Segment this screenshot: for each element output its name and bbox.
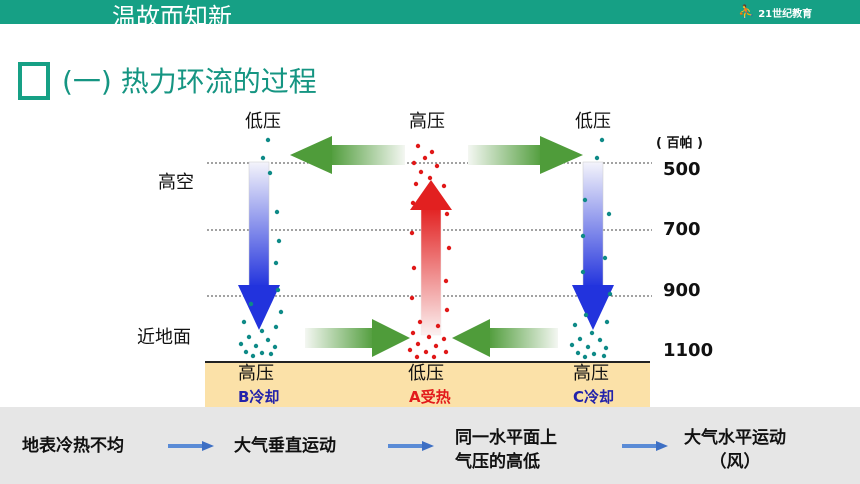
section-marker-icon xyxy=(18,62,50,100)
header-title: 温故而知新 xyxy=(112,3,232,24)
sublabel-a-heating: A受热 xyxy=(409,388,451,406)
flow-step-3: 同一水平面上 气压的高低 xyxy=(455,428,557,472)
top-label-center: 高压 xyxy=(409,111,445,132)
ground-label-left: 高压 xyxy=(238,363,274,384)
sinking-arrow-left xyxy=(238,161,280,330)
flow-step-4: 大气水平运动 （风） xyxy=(684,428,786,472)
unit-label: ( 百帕 ) xyxy=(656,136,703,151)
ground-label-center: 低压 xyxy=(408,363,444,384)
dots-right xyxy=(569,137,613,360)
dots-center xyxy=(407,143,452,360)
top-label-left: 低压 xyxy=(245,111,281,132)
flow-arrow-icon xyxy=(388,441,434,451)
top-label-right: 低压 xyxy=(575,111,611,132)
upper-arrow-right xyxy=(468,136,583,174)
sublabel-c-cooling: C冷却 xyxy=(573,388,615,406)
flow-step-2: 大气垂直运动 xyxy=(234,436,336,456)
label-high-altitude: 高空 xyxy=(158,172,194,193)
isobar-lines xyxy=(207,162,652,297)
lower-arrow-right xyxy=(305,319,410,357)
logo-text: 21世纪教育 xyxy=(758,8,813,20)
section-title: (一) 热力环流的过程 xyxy=(62,65,317,98)
flow-arrow-icon xyxy=(168,441,214,451)
level-700: 700 xyxy=(663,219,701,240)
level-500: 500 xyxy=(663,159,701,180)
upper-arrow-left xyxy=(290,136,405,174)
flow-arrow-icon xyxy=(622,441,668,451)
ground-label-right: 高压 xyxy=(573,363,609,384)
rising-arrow-center xyxy=(410,180,452,336)
dots-left xyxy=(238,137,284,359)
runner-icon: ⛹ xyxy=(738,4,755,20)
header-bar: 温故而知新 ⛹ 21世纪教育 xyxy=(0,0,860,24)
sublabel-b-cooling: B冷却 xyxy=(238,388,280,406)
flow-step-1: 地表冷热不均 xyxy=(22,436,124,456)
level-1100: 1100 xyxy=(663,340,714,361)
lower-arrow-left xyxy=(452,319,558,357)
label-near-ground: 近地面 xyxy=(137,327,191,348)
ground-surface xyxy=(205,361,650,407)
level-900: 900 xyxy=(663,280,701,301)
sinking-arrow-right xyxy=(572,161,614,330)
logo: ⛹ 21世纪教育 xyxy=(738,2,812,22)
